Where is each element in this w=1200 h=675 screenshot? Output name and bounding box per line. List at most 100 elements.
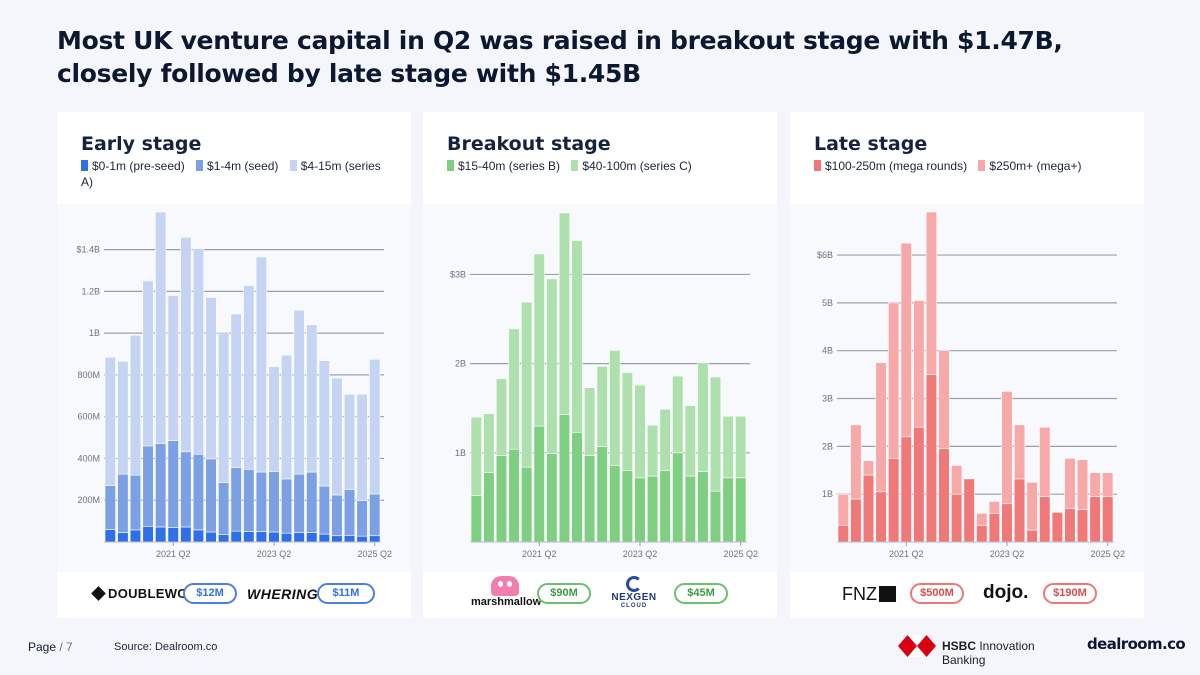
deal-logos: FNZ $500M dojo. $190M: [790, 574, 1144, 618]
bar-segment: [963, 478, 975, 543]
bar-segment: [1102, 496, 1114, 543]
bar-segment: [951, 493, 963, 543]
bar-segment: [117, 532, 129, 543]
bar-segment: [230, 467, 242, 532]
y-tick-label: 400M: [77, 453, 100, 463]
late-stage-panel: Late stage $100-250m (mega rounds) $250m…: [790, 112, 1144, 618]
bar-segment: [255, 531, 267, 543]
bar-segment: [117, 361, 129, 475]
bar-segment: [722, 477, 734, 543]
bar-segment: [875, 362, 887, 493]
bar-segment: [268, 366, 280, 472]
bar-segment: [900, 242, 912, 438]
bar-segment: [117, 473, 129, 533]
bar-segment: [976, 512, 988, 526]
bar-segment: [900, 436, 912, 543]
bar-segment: [483, 472, 495, 543]
bar-segment: [495, 378, 508, 456]
y-tick-label: 800M: [77, 370, 100, 380]
x-tick-label: 2025 Q2: [1090, 549, 1125, 559]
hsbc-logo: HSBC Innovation Banking: [898, 635, 1068, 667]
bar-segment: [735, 415, 747, 479]
bar-segment: [280, 478, 293, 534]
deal-amount-badge: $90M: [537, 583, 591, 604]
bar-segment: [218, 534, 230, 543]
x-tick-label: 2025 Q2: [723, 549, 758, 559]
x-tick-label: 2021 Q2: [522, 549, 557, 559]
fnz-block-icon: [879, 586, 896, 602]
bar-segment: [862, 460, 875, 476]
bar-segment: [888, 458, 900, 543]
bar-segment: [142, 280, 154, 447]
bar-segment: [255, 471, 267, 532]
bar-segment: [1051, 512, 1063, 543]
bar-segment: [104, 529, 116, 543]
bar-segment: [129, 334, 142, 476]
bar-segment: [646, 475, 659, 543]
y-tick-label: 1B: [455, 448, 466, 458]
bar-segment: [192, 248, 205, 455]
deal-logos: marshmallow $90M NEXGEN CLOUD $45M: [423, 574, 777, 618]
bar-segment: [938, 350, 950, 450]
bar-segment: [343, 489, 356, 536]
bar-segment: [230, 313, 242, 468]
breakout-stage-panel: Breakout stage $15-40m (series B) $40-10…: [423, 112, 777, 618]
deal-amount-badge: $190M: [1043, 583, 1097, 604]
bar-segment: [318, 360, 330, 487]
bar-segment: [722, 415, 734, 479]
bar-segment: [584, 387, 596, 456]
bar-segment: [988, 512, 1000, 543]
bar-segment: [218, 331, 230, 483]
x-tick-label: 2023 Q2: [623, 549, 658, 559]
bar-segment: [268, 471, 280, 533]
y-tick-label: $6B: [817, 250, 833, 260]
bar-segment: [343, 394, 356, 490]
bar-segment: [1039, 426, 1051, 497]
bar-segment: [268, 531, 280, 543]
bar-segment: [925, 374, 938, 543]
bar-segment: [697, 471, 709, 543]
bar-segment: [521, 466, 533, 543]
bar-segment: [837, 493, 849, 526]
bar-segment: [343, 535, 356, 543]
whering-logo: WHERING: [247, 586, 319, 602]
y-tick-label: 1.2B: [81, 286, 100, 296]
legend-item-series-c: $40-100m (series C): [571, 159, 692, 173]
bar-segment: [155, 526, 167, 543]
bar-segment: [521, 301, 533, 468]
source-note: Source: Dealroom.co: [114, 641, 218, 653]
dojo-logo: dojo.: [983, 582, 1029, 603]
bar-segment: [709, 490, 722, 543]
bar-segment: [331, 535, 343, 543]
bar-segment: [205, 531, 217, 543]
legend: $100-250m (mega rounds) $250m+ (mega+): [814, 158, 1124, 174]
y-tick-label: $1.4B: [76, 245, 100, 255]
bar-segment: [951, 465, 963, 495]
x-tick-label: 2023 Q2: [257, 549, 292, 559]
bar-segment: [533, 253, 545, 427]
legend: $15-40m (series B) $40-100m (series C): [447, 158, 757, 174]
bar-segment: [280, 354, 293, 480]
bar-segment: [646, 424, 659, 477]
bar-segment: [167, 295, 179, 442]
bar-segment: [1013, 424, 1026, 480]
bar-segment: [1076, 509, 1089, 543]
bar-segment: [546, 453, 558, 543]
bar-segment: [913, 300, 925, 428]
bar-segment: [470, 495, 482, 543]
bar-segment: [495, 455, 508, 543]
bar-segment: [621, 372, 633, 471]
bar-segment: [913, 426, 925, 543]
deal-amount-badge: $45M: [674, 583, 728, 604]
bar-segment: [709, 376, 722, 492]
bar-segment: [925, 211, 938, 375]
bar-segment: [634, 477, 646, 543]
bar-segment: [331, 377, 343, 496]
bar-segment: [318, 533, 330, 543]
bar-segment: [243, 531, 255, 543]
y-tick-label: 2B: [822, 441, 833, 451]
bar-segment: [104, 485, 116, 530]
bar-segment: [558, 212, 571, 415]
bar-segment: [318, 485, 330, 535]
bar-segment: [988, 501, 1000, 514]
